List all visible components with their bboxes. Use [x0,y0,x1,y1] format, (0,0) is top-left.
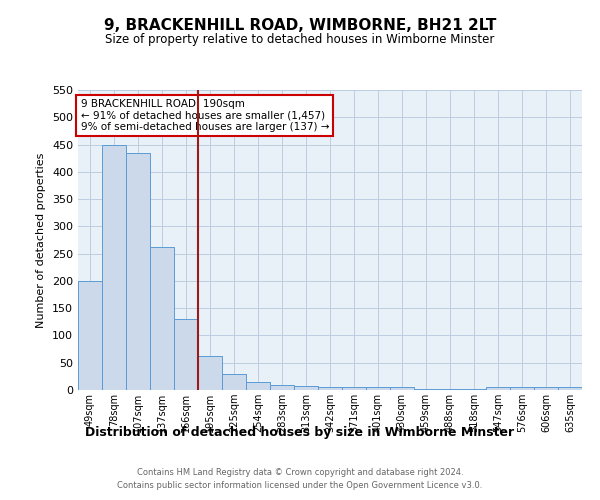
Text: Size of property relative to detached houses in Wimborne Minster: Size of property relative to detached ho… [106,32,494,46]
Bar [174,319,198,390]
Bar [486,388,510,390]
Bar [78,281,102,390]
Text: Contains public sector information licensed under the Open Government Licence v3: Contains public sector information licen… [118,480,482,490]
Text: Contains HM Land Registry data © Crown copyright and database right 2024.: Contains HM Land Registry data © Crown c… [137,468,463,477]
Bar [510,388,534,390]
Bar [270,384,294,390]
Bar [126,152,150,390]
Bar [390,388,414,390]
Bar [150,246,174,390]
Bar [102,144,126,390]
Bar [318,388,342,390]
Bar [534,388,558,390]
Bar [222,374,246,390]
Bar [414,389,438,390]
Bar [438,389,462,390]
Text: Distribution of detached houses by size in Wimborne Minster: Distribution of detached houses by size … [85,426,515,439]
Y-axis label: Number of detached properties: Number of detached properties [37,152,46,328]
Bar [198,356,222,390]
Bar [462,389,486,390]
Bar [246,382,270,390]
Bar [294,386,318,390]
Text: 9 BRACKENHILL ROAD: 190sqm
← 91% of detached houses are smaller (1,457)
9% of se: 9 BRACKENHILL ROAD: 190sqm ← 91% of deta… [80,99,329,132]
Bar [558,388,582,390]
Bar [342,388,366,390]
Text: 9, BRACKENHILL ROAD, WIMBORNE, BH21 2LT: 9, BRACKENHILL ROAD, WIMBORNE, BH21 2LT [104,18,496,32]
Bar [366,388,390,390]
